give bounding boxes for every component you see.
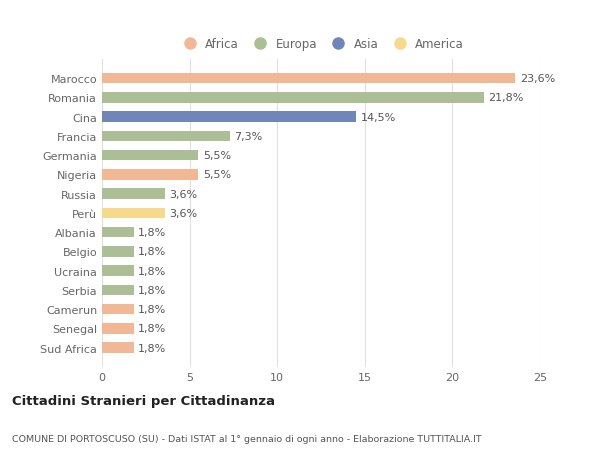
Text: 7,3%: 7,3%: [234, 132, 263, 141]
Text: Cittadini Stranieri per Cittadinanza: Cittadini Stranieri per Cittadinanza: [12, 394, 275, 407]
Bar: [102, 227, 134, 238]
Text: 14,5%: 14,5%: [361, 112, 395, 123]
Text: 5,5%: 5,5%: [203, 170, 231, 180]
Text: 1,8%: 1,8%: [138, 304, 166, 314]
Bar: [102, 324, 134, 334]
Text: 23,6%: 23,6%: [520, 74, 555, 84]
Bar: [102, 112, 356, 123]
Bar: [102, 285, 134, 296]
Bar: [102, 131, 230, 142]
Text: 1,8%: 1,8%: [138, 247, 166, 257]
Bar: [102, 266, 134, 276]
Bar: [102, 93, 484, 103]
Text: 3,6%: 3,6%: [169, 208, 197, 218]
Legend: Africa, Europa, Asia, America: Africa, Europa, Asia, America: [175, 35, 467, 55]
Bar: [102, 304, 134, 315]
Text: COMUNE DI PORTOSCUSO (SU) - Dati ISTAT al 1° gennaio di ogni anno - Elaborazione: COMUNE DI PORTOSCUSO (SU) - Dati ISTAT a…: [12, 434, 482, 442]
Bar: [102, 189, 165, 200]
Text: 3,6%: 3,6%: [169, 189, 197, 199]
Bar: [102, 151, 199, 161]
Bar: [102, 170, 199, 180]
Text: 1,8%: 1,8%: [138, 285, 166, 295]
Bar: [102, 73, 515, 84]
Text: 5,5%: 5,5%: [203, 151, 231, 161]
Bar: [102, 343, 134, 353]
Text: 1,8%: 1,8%: [138, 343, 166, 353]
Text: 1,8%: 1,8%: [138, 228, 166, 238]
Text: 1,8%: 1,8%: [138, 266, 166, 276]
Text: 1,8%: 1,8%: [138, 324, 166, 334]
Text: 21,8%: 21,8%: [488, 93, 524, 103]
Bar: [102, 246, 134, 257]
Bar: [102, 208, 165, 219]
